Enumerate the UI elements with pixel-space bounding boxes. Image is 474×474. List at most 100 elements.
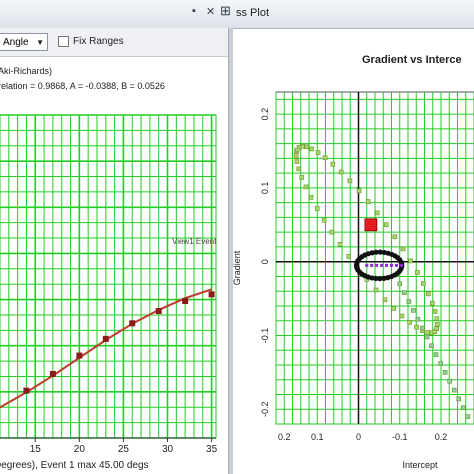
crossplot-cluster-point <box>399 264 405 270</box>
x-tick-label: 15 <box>30 444 42 455</box>
crossplot-cluster-point <box>392 272 398 278</box>
crossplot-marker <box>294 148 299 154</box>
x-tick-label: 20 <box>74 444 86 455</box>
crossplot-marker <box>299 143 305 149</box>
data-point <box>76 352 83 359</box>
crossplot-marker <box>304 144 309 150</box>
crossplot-marker <box>399 313 405 319</box>
crossplot-marker <box>365 199 371 204</box>
crossplot-marker <box>373 287 379 293</box>
crossplot-cluster-point <box>398 259 404 265</box>
fix-ranges-label: Fix Ranges <box>73 36 124 47</box>
crossplot-marker <box>415 270 420 275</box>
crossplot-cluster-point <box>389 251 395 257</box>
crossplot-marker <box>407 320 412 325</box>
x-axis-select[interactable]: Angle ▼ <box>0 33 48 51</box>
crossplot-marker <box>424 334 430 340</box>
crossplot-marker <box>294 159 300 164</box>
pin-icon[interactable]: ▪ <box>192 5 196 17</box>
crossplot-marker <box>382 297 388 303</box>
crossplot-title: Gradient vs Interce <box>362 54 462 66</box>
crossplot-marker <box>356 188 362 194</box>
crossplot-cluster-point <box>385 275 391 281</box>
crossplot-marker <box>374 210 380 216</box>
y-tick-label: 0.2 <box>260 108 270 121</box>
crossplot-cluster-point <box>369 275 375 281</box>
crossplot-cluster-point <box>373 249 379 255</box>
crossplot-purple-point <box>365 263 369 267</box>
crossplot-purple-point <box>394 263 398 267</box>
crossplot-cluster-point <box>353 262 360 268</box>
plot-tab-icon: ⊞ <box>220 3 231 18</box>
crossplot-marker <box>294 147 300 153</box>
crossplot-marker <box>391 306 397 311</box>
crossplot-cluster-point <box>357 255 363 262</box>
crossplot-marker <box>321 217 327 223</box>
crossplot-marker <box>426 291 431 297</box>
x-tick-label: 30 <box>162 444 174 455</box>
crossplot-cluster-point <box>399 261 405 267</box>
crossplot-purple-point <box>370 263 374 267</box>
y-axis-label: Gradient <box>232 250 242 285</box>
crossplot-marker <box>429 330 435 336</box>
crossplot-cluster-point <box>359 254 365 260</box>
crossplot-marker <box>406 299 412 304</box>
crossplot-marker <box>432 329 438 334</box>
window-titlebar: ▪ ✕ ⊞ ss Plot <box>0 0 474 29</box>
crossplot-cluster-point <box>381 249 387 256</box>
x-axis-label: Intercept <box>402 460 438 470</box>
crossplot-marker <box>429 300 435 306</box>
x-tick-label: -0.1 <box>392 432 408 442</box>
crossplot-marker <box>293 153 299 158</box>
crossplot-marker <box>322 155 328 161</box>
fix-ranges-checkbox[interactable] <box>58 36 69 47</box>
crossplot-marker <box>420 328 425 333</box>
legend-line-2: relation = 0.9868, A = -0.0388, B = 0.05… <box>0 81 165 91</box>
close-icon[interactable]: ✕ <box>206 6 216 18</box>
crossplot-cluster-point <box>362 273 368 279</box>
crossplot-marker <box>309 146 315 152</box>
crossplot-marker <box>451 387 457 393</box>
data-point <box>102 335 109 342</box>
crossplot-area <box>275 91 474 425</box>
x-tick-label: 25 <box>118 444 130 455</box>
crossplot-marker <box>429 343 434 349</box>
left-footer: Degrees), Event 1 max 45.00 degs <box>0 460 149 471</box>
data-point <box>49 370 56 377</box>
avo-curve-chart: 15 20 25 30 35 View1 Event <box>0 114 218 455</box>
crossplot-purple-point <box>380 263 384 267</box>
crossplot-marker <box>329 229 335 235</box>
crossplot-cluster-point <box>355 267 361 273</box>
crossplot-cluster-point <box>377 249 383 255</box>
crossplot-marker <box>411 308 416 313</box>
crossplot-marker <box>347 178 353 184</box>
crossplot-marker <box>308 195 314 200</box>
crossplot-marker <box>296 166 302 172</box>
crossplot-marker <box>434 326 439 332</box>
crossplot-marker <box>414 324 419 330</box>
chevron-down-icon[interactable]: ▼ <box>36 38 44 47</box>
crossplot-marker <box>460 405 466 411</box>
crossplot-marker <box>432 309 438 314</box>
crossplot-cluster-point <box>398 266 404 272</box>
crossplot-marker <box>315 150 321 155</box>
crossplot-marker <box>338 169 344 175</box>
crossplot-cluster-point <box>385 250 391 256</box>
crossplot-marker <box>314 206 320 211</box>
crossplot-cluster-point <box>373 275 379 282</box>
crossplot-marker <box>415 316 421 322</box>
data-point <box>208 291 215 298</box>
panel-splitter[interactable] <box>228 28 233 474</box>
crossplot-marker <box>383 222 389 228</box>
crossplot-cluster-point <box>369 250 375 256</box>
crossplot-marker <box>433 352 439 357</box>
crossplot-cluster-point <box>359 271 365 277</box>
crossplot-cluster-point <box>356 269 363 275</box>
x-tick-label: 0.2 <box>435 432 448 442</box>
crossplot-marker <box>303 184 309 190</box>
x-tick-label: 0.1 <box>311 432 324 442</box>
crossplot-cluster-point <box>365 274 371 280</box>
crossplot-marker <box>346 254 352 259</box>
crossplot-cluster-point <box>354 260 360 266</box>
crossplot-marker <box>392 234 398 240</box>
